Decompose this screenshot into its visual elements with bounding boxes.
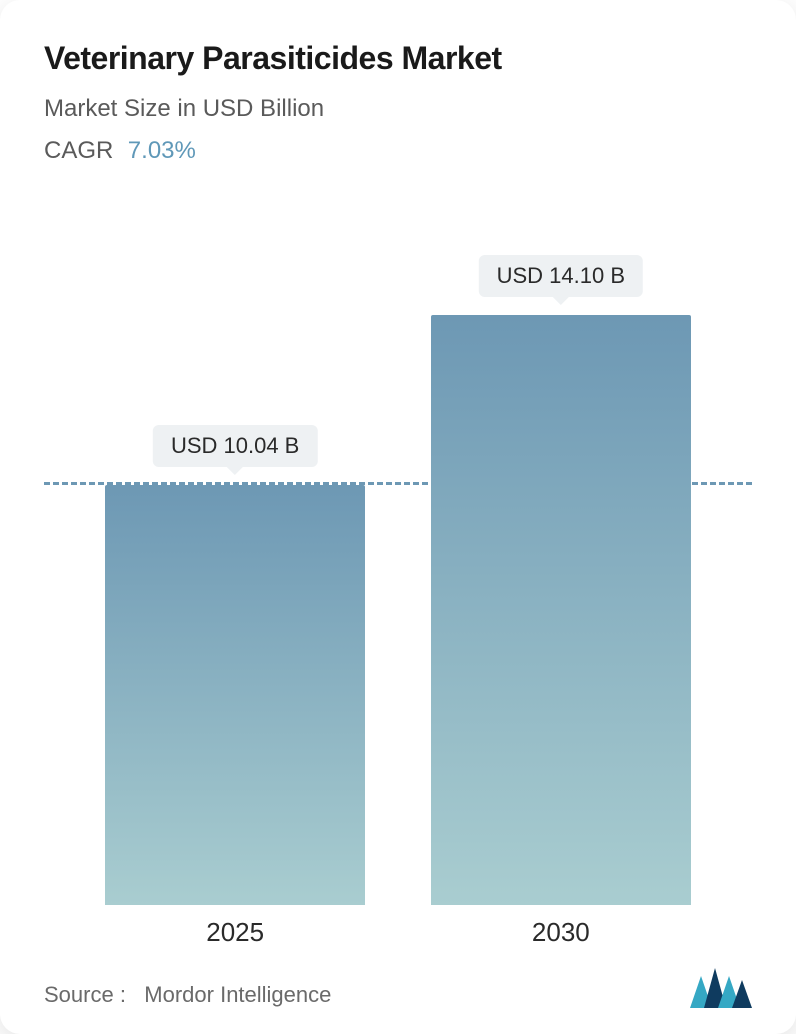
- value-badge: USD 10.04 B: [153, 425, 317, 467]
- cagr-label: CAGR: [44, 137, 113, 164]
- x-axis-label: 2025: [206, 917, 264, 948]
- chart-card: Veterinary Parasiticides Market Market S…: [0, 0, 796, 1034]
- value-badge: USD 14.10 B: [479, 255, 643, 297]
- cagr-row: CAGR 7.03%: [44, 137, 752, 165]
- source-value: Mordor Intelligence: [144, 982, 331, 1007]
- cagr-value: 7.03%: [128, 137, 196, 164]
- chart-footer: Source : Mordor Intelligence: [44, 968, 752, 1008]
- x-axis-labels: 2025 2030: [44, 917, 752, 967]
- chart-title: Veterinary Parasiticides Market: [44, 40, 752, 77]
- bar: [105, 485, 365, 905]
- x-axis-label: 2030: [532, 917, 590, 948]
- chart-area: USD 10.04 B USD 14.10 B: [44, 225, 752, 905]
- source-text: Source : Mordor Intelligence: [44, 982, 331, 1008]
- brand-logo-icon: [690, 968, 752, 1008]
- chart-subtitle: Market Size in USD Billion: [44, 95, 752, 123]
- bar: [431, 315, 691, 905]
- source-label: Source :: [44, 982, 126, 1007]
